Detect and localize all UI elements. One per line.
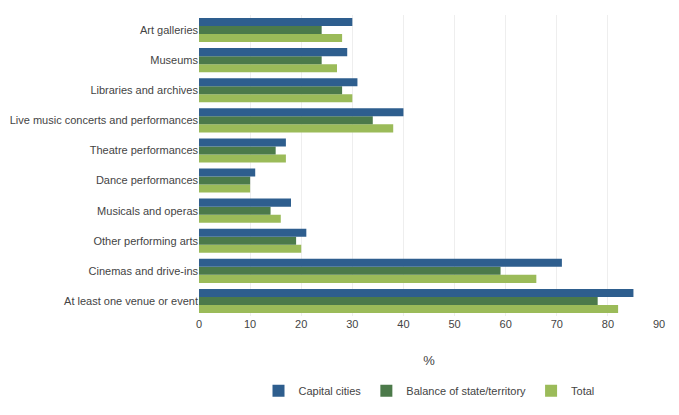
svg-text:80: 80 [602,318,614,330]
svg-text:At least one venue or event: At least one venue or event [64,295,198,307]
svg-text:0: 0 [196,318,202,330]
svg-text:Capital cities: Capital cities [299,385,362,397]
svg-text:30: 30 [346,318,358,330]
svg-text:70: 70 [551,318,563,330]
svg-text:Cinemas and drive-ins: Cinemas and drive-ins [89,265,199,277]
svg-text:Live music concerts and perfor: Live music concerts and performances [10,114,199,126]
svg-text:90: 90 [653,318,665,330]
svg-text:50: 50 [448,318,460,330]
svg-text:Art galleries: Art galleries [140,24,199,36]
svg-text:Total: Total [571,385,594,397]
svg-text:Theatre performances: Theatre performances [90,144,199,156]
svg-text:Balance of state/territory: Balance of state/territory [406,385,526,397]
svg-text:Libraries and archives: Libraries and archives [90,84,198,96]
svg-text:10: 10 [244,318,256,330]
svg-text:Museums: Museums [150,54,198,66]
svg-text:20: 20 [295,318,307,330]
svg-text:Musicals and operas: Musicals and operas [97,205,198,217]
svg-text:%: % [423,353,435,368]
svg-text:Other performing arts: Other performing arts [93,235,198,247]
svg-text:40: 40 [397,318,409,330]
svg-text:60: 60 [500,318,512,330]
svg-text:Dance performances: Dance performances [96,174,199,186]
